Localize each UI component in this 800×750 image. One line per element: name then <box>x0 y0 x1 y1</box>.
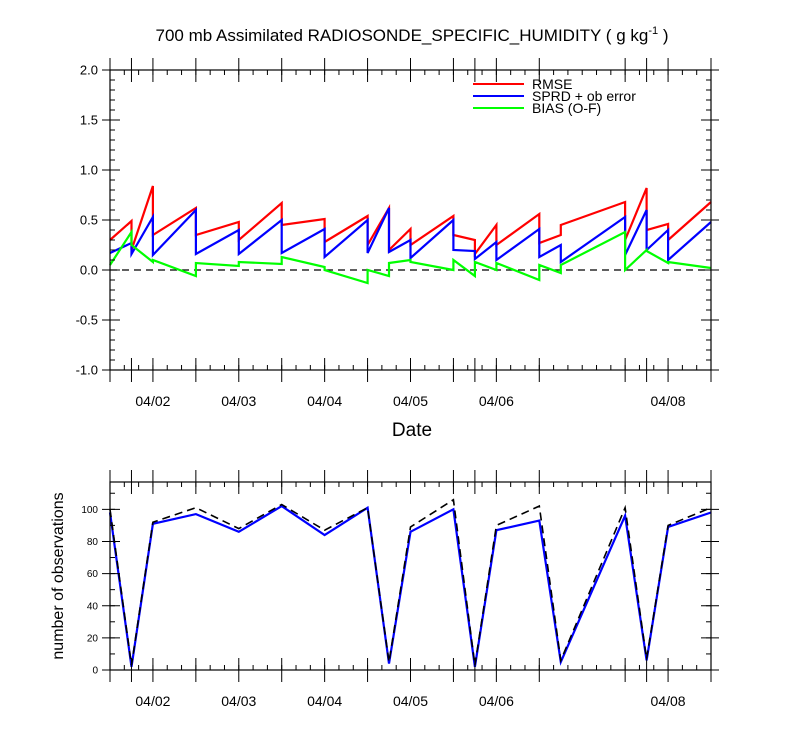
x-tick-label: 04/06 <box>479 393 514 409</box>
y-tick-label: 0.5 <box>80 213 98 228</box>
y-tick-label: 0 <box>92 666 98 677</box>
x-tick-label: 04/06 <box>479 693 514 709</box>
legend-label: BIAS (O-F) <box>532 100 601 116</box>
y-axis-label: number of observations <box>50 492 67 659</box>
y-tick-label: 80 <box>87 537 99 548</box>
y-tick-label: -1.0 <box>76 363 98 378</box>
legend-label: RMSE <box>532 76 572 92</box>
x-tick-label: 04/05 <box>393 393 428 409</box>
y-tick-label: 1.0 <box>80 163 98 178</box>
y-tick-label: 20 <box>87 633 99 644</box>
y-tick-label: 100 <box>81 505 98 516</box>
x-tick-label: 04/08 <box>651 693 686 709</box>
y-tick-label: -0.5 <box>76 313 98 328</box>
x-tick-label: 04/08 <box>651 393 686 409</box>
bottom-chart-panel: 0 20 40 60 80 100 04/02 04/03 04/04 04/05 04/06 04/… <box>50 470 719 709</box>
x-tick-label: 04/04 <box>307 393 342 409</box>
y-tick-label: 40 <box>87 601 99 612</box>
chart-title: 700 mb Assimilated RADIOSONDE_SPECIFIC_H… <box>156 25 669 45</box>
y-tick-label: 2.0 <box>80 63 98 78</box>
bottom-axis-ticks: 0 20 40 60 80 100 04/02 04/03 04/04 04/05 04/06 04/… <box>81 470 719 709</box>
top-chart-panel: 700 mb Assimilated RADIOSONDE_SPECIFIC_H… <box>76 25 719 441</box>
series-line-sprd-ob-error <box>109 207 712 265</box>
series-line-assimilated <box>108 504 712 667</box>
top-series-group <box>109 185 712 285</box>
x-tick-label: 04/03 <box>221 693 256 709</box>
top-axis-ticks: -1.0 -0.5 0.0 0.5 1.0 1.5 2.0 04/02 04/03 04/04 04… <box>76 58 719 409</box>
y-tick-label: 1.5 <box>80 113 98 128</box>
series-line-bias-o-f <box>109 228 712 285</box>
y-tick-label: 60 <box>87 569 99 580</box>
x-tick-label: 04/04 <box>307 693 342 709</box>
x-tick-label: 04/05 <box>393 693 428 709</box>
x-tick-label: 04/02 <box>135 693 170 709</box>
legend-label: SPRD + ob error <box>532 88 636 104</box>
x-tick-label: 04/03 <box>221 393 256 409</box>
series-line-total <box>109 498 712 666</box>
bottom-series-group <box>108 498 712 667</box>
y-tick-label: 0.0 <box>80 263 98 278</box>
x-axis-label: Date <box>392 420 432 441</box>
x-tick-label: 04/02 <box>135 393 170 409</box>
